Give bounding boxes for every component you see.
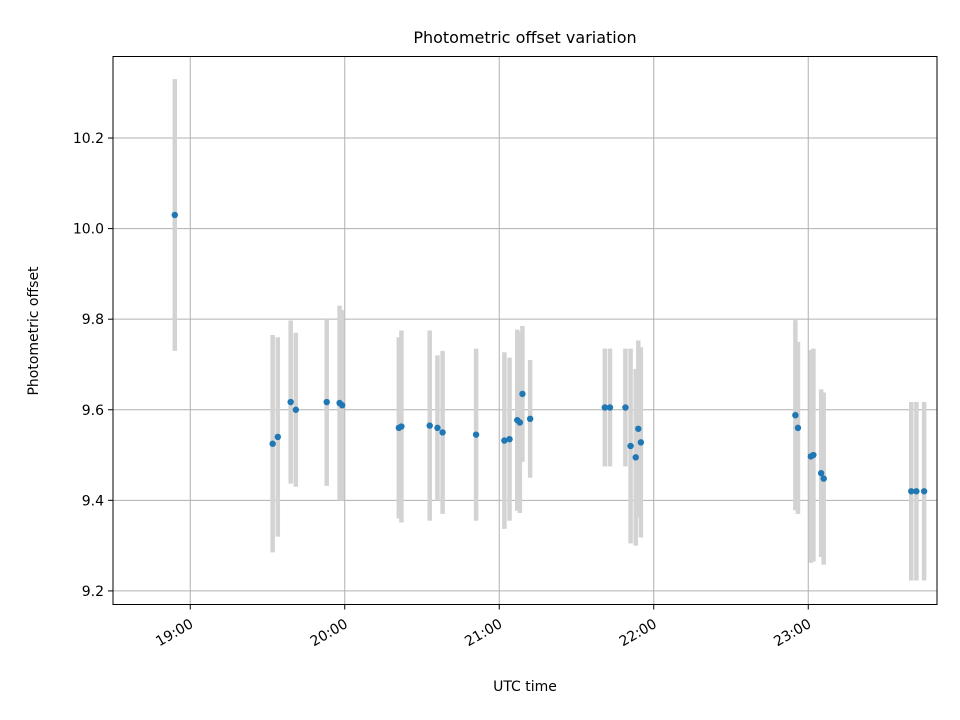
y-tick-label: 9.6 bbox=[82, 403, 104, 419]
error-bars bbox=[172, 79, 927, 581]
data-point bbox=[472, 431, 480, 438]
data-point bbox=[637, 439, 645, 446]
data-point bbox=[601, 404, 609, 411]
data-point bbox=[519, 390, 526, 398]
y-tick-label: 9.2 bbox=[82, 584, 104, 600]
data-point bbox=[817, 469, 825, 477]
data-point bbox=[171, 211, 178, 219]
data-point bbox=[635, 425, 642, 432]
y-axis-label: Photometric offset bbox=[26, 266, 42, 396]
x-tick-label: 21:00 bbox=[462, 616, 505, 650]
x-tick-label: 22:00 bbox=[617, 616, 660, 650]
data-point bbox=[426, 422, 433, 429]
data-point bbox=[810, 451, 817, 459]
data-point bbox=[506, 435, 513, 443]
data-point bbox=[792, 411, 799, 419]
data-point bbox=[516, 419, 524, 426]
data-point bbox=[913, 488, 920, 495]
x-axis-label: UTC time bbox=[493, 679, 557, 695]
data-point bbox=[434, 424, 441, 432]
data-point bbox=[622, 404, 629, 411]
chart-title: Photometric offset variation bbox=[413, 28, 636, 47]
data-point bbox=[287, 398, 294, 406]
data-point bbox=[632, 454, 639, 461]
data-points bbox=[171, 211, 928, 495]
data-point bbox=[274, 433, 281, 441]
data-point bbox=[269, 440, 276, 447]
data-point bbox=[920, 488, 928, 495]
data-point bbox=[908, 488, 915, 495]
data-point bbox=[820, 475, 827, 482]
x-tick-label: 23:00 bbox=[771, 616, 814, 650]
data-point bbox=[398, 423, 405, 430]
y-tick-label: 10.2 bbox=[73, 131, 104, 147]
data-point bbox=[606, 404, 614, 411]
y-axis-ticks: 9.2 9.4 9.6 9.8 10.0 10.2 bbox=[73, 131, 113, 600]
y-tick-label: 10.0 bbox=[73, 222, 104, 238]
plot-frame bbox=[112, 56, 938, 605]
data-point bbox=[439, 429, 446, 436]
data-point bbox=[627, 442, 634, 450]
x-axis-ticks: 19:00 20:00 21:00 22:00 23:00 bbox=[153, 604, 814, 650]
data-point bbox=[338, 402, 346, 409]
data-point bbox=[323, 398, 330, 406]
grid bbox=[113, 56, 937, 605]
y-tick-label: 9.8 bbox=[82, 312, 104, 328]
data-point bbox=[526, 415, 534, 423]
data-point bbox=[794, 424, 802, 432]
data-point bbox=[292, 406, 300, 413]
y-tick-label: 9.4 bbox=[82, 493, 104, 509]
data-point bbox=[501, 437, 508, 444]
x-tick-label: 19:00 bbox=[153, 616, 196, 650]
x-tick-label: 20:00 bbox=[308, 616, 351, 650]
